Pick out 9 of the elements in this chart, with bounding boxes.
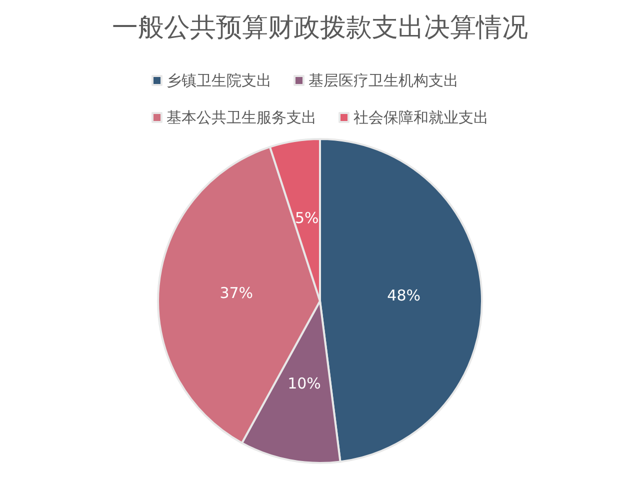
- data-label: 5%: [294, 209, 319, 228]
- legend-label: 基层医疗卫生机构支出: [308, 72, 458, 90]
- legend-label: 社会保障和就业支出: [354, 108, 488, 126]
- data-label: 10%: [288, 374, 321, 393]
- legend-label: 基本公共卫生服务支出: [166, 108, 316, 126]
- data-label: 48%: [387, 286, 421, 305]
- data-label: 37%: [220, 284, 254, 302]
- chart-title: 一般公共预算财政拨款支出决算情况: [112, 13, 528, 43]
- legend-label: 乡镇卫生院支出: [166, 72, 272, 90]
